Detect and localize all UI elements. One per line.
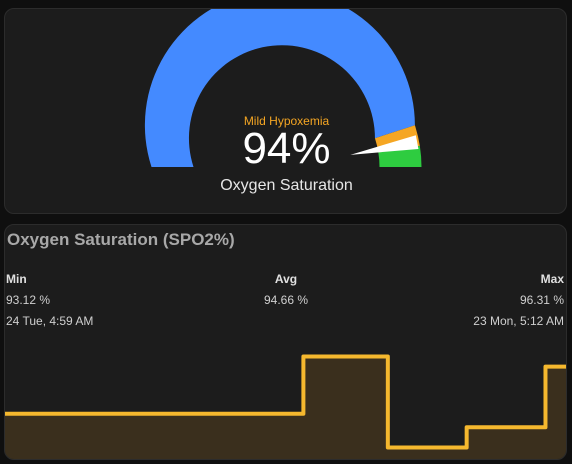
gauge-needle [350,135,419,155]
oxygen-gauge-card[interactable]: Mild Hypoxemia 94% Oxygen Saturation [4,8,567,214]
gauge-segment-0 [144,9,415,167]
gauge-severity-label: Mild Hypoxemia [243,114,330,128]
history-graph[interactable] [5,225,567,460]
stat-avg-label: Avg [274,272,298,286]
oxygen-history-card[interactable]: Oxygen Saturation (SPO2%) Min 93.12 % 24… [4,224,567,460]
stat-min: Min 93.12 % 24 Tue, 4:59 AM [6,272,93,330]
stat-max-time: 23 Mon, 5:12 AM [473,314,564,328]
stat-max-label: Max [540,272,564,286]
history-area [5,356,566,459]
graph-title: Oxygen Saturation (SPO2%) [7,230,235,249]
stat-min-time: 24 Tue, 4:59 AM [6,314,94,328]
stat-max-value: 96.31 % [519,293,564,307]
stat-avg: Avg 94.66 % [236,272,336,309]
stat-max: Max 96.31 % 23 Mon, 5:12 AM [473,272,564,330]
stat-min-value: 93.12 % [6,293,51,307]
history-line [5,354,566,450]
stat-avg-value: 94.66 % [263,293,309,307]
stat-min-label: Min [6,272,27,286]
gauge-value: 94% [242,124,331,173]
gauge-graphic [144,9,422,167]
gauge-name: Oxygen Saturation [220,177,353,194]
